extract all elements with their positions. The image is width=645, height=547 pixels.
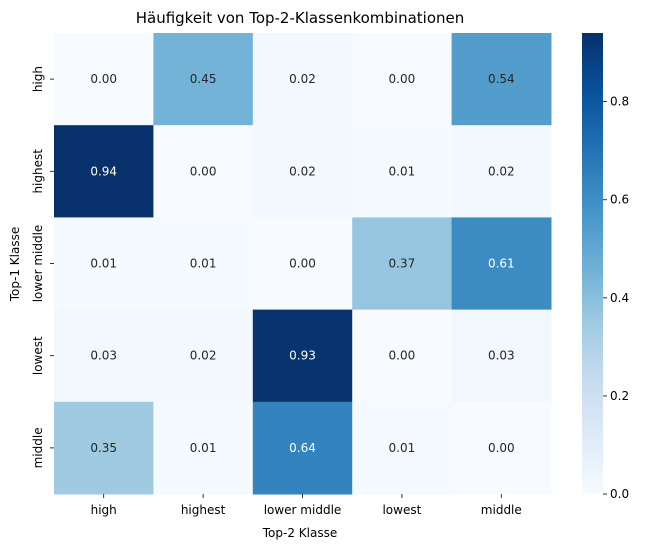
heatmap-cell	[153, 217, 254, 311]
heatmap-cells: 0.00 0.45 0.02 0.00 0.54 0.94 0.00 0.02 0.01 0.02…	[54, 33, 552, 495]
cell-value-label: 0.01	[90, 257, 117, 271]
cell-value-label: 0.01	[389, 164, 416, 178]
heatmap-cell	[451, 125, 552, 218]
cell-value-label: 0.01	[389, 441, 416, 455]
heatmap-cell	[451, 309, 552, 403]
cell-value-label: 0.61	[488, 257, 515, 271]
heatmap-cell	[352, 125, 453, 218]
colorbar-tick-label: 0.0	[610, 487, 629, 501]
cell-value-label: 0.02	[488, 164, 515, 178]
heatmap-cell	[352, 33, 453, 126]
cell-value-label: 0.01	[190, 257, 217, 271]
cell-value-label: 0.02	[190, 349, 217, 363]
y-tick-label: highest	[31, 149, 45, 194]
cell-value-label: 0.54	[488, 72, 515, 86]
cell-value-label: 0.64	[289, 441, 316, 455]
x-tick-label: high	[91, 503, 117, 517]
heatmap-cell	[352, 401, 453, 495]
cell-value-label: 0.45	[190, 72, 217, 86]
heatmap-cell	[153, 401, 254, 495]
heatmap-cell	[352, 217, 453, 311]
cell-value-label: 0.00	[190, 164, 217, 178]
x-tick-label: highest	[181, 503, 226, 517]
y-axis-label: Top-1 Klasse	[8, 227, 22, 302]
y-tick-label: high	[31, 66, 45, 92]
colorbar-tick-label: 0.8	[610, 95, 629, 109]
heatmap-cell	[54, 401, 154, 495]
heatmap-cell	[252, 401, 353, 495]
cell-value-label: 0.01	[190, 441, 217, 455]
cell-value-label: 0.00	[90, 72, 117, 86]
cell-value-label: 0.93	[289, 349, 316, 363]
cell-value-label: 0.00	[488, 441, 515, 455]
cell-value-label: 0.02	[289, 164, 316, 178]
x-tick-label: middle	[481, 503, 522, 517]
heatmap-cell	[153, 33, 254, 126]
cell-value-label: 0.00	[389, 349, 416, 363]
heatmap-cell	[252, 125, 353, 218]
colorbar	[582, 33, 603, 494]
heatmap-cell	[153, 309, 254, 403]
y-tick-label: middle	[31, 427, 45, 468]
heatmap-cell	[54, 217, 154, 311]
heatmap-cell	[252, 33, 353, 126]
heatmap-cell	[451, 217, 552, 311]
heatmap-cell	[153, 125, 254, 218]
cell-value-label: 0.35	[90, 441, 117, 455]
heatmap-cell	[451, 401, 552, 495]
x-tick-label: lowest	[382, 503, 421, 517]
cell-value-label: 0.03	[488, 349, 515, 363]
cell-value-label: 0.00	[289, 257, 316, 271]
heatmap-cell	[54, 33, 154, 126]
cell-value-label: 0.03	[90, 349, 117, 363]
heatmap-cell	[54, 125, 154, 218]
y-tick-label: lower middle	[31, 225, 45, 303]
heatmap-cell	[252, 217, 353, 311]
x-tick-labels: high highest lower middle lowest middle	[91, 494, 522, 517]
heatmap-cell	[252, 309, 353, 403]
cell-value-label: 0.37	[389, 257, 416, 271]
cell-value-label: 0.94	[90, 164, 117, 178]
x-tick-label: lower middle	[264, 503, 342, 517]
heatmap-cell	[451, 33, 552, 126]
cell-value-label: 0.00	[389, 72, 416, 86]
colorbar-tick-label: 0.6	[610, 193, 629, 207]
colorbar-tick-label: 0.4	[610, 291, 629, 305]
heatmap-cell	[54, 309, 154, 403]
colorbar-tick-label: 0.2	[610, 389, 629, 403]
heatmap-cell	[352, 309, 453, 403]
x-axis-label: Top-2 Klasse	[262, 526, 337, 540]
colorbar-ticks: 0.0 0.2 0.4 0.6 0.8	[603, 95, 629, 501]
chart-title: Häufigkeit von Top-2-Klassenkombinatione…	[136, 9, 465, 27]
cell-value-label: 0.02	[289, 72, 316, 86]
y-tick-label: lowest	[31, 336, 45, 375]
y-tick-labels: high highest lower middle lowest middle	[31, 66, 54, 468]
